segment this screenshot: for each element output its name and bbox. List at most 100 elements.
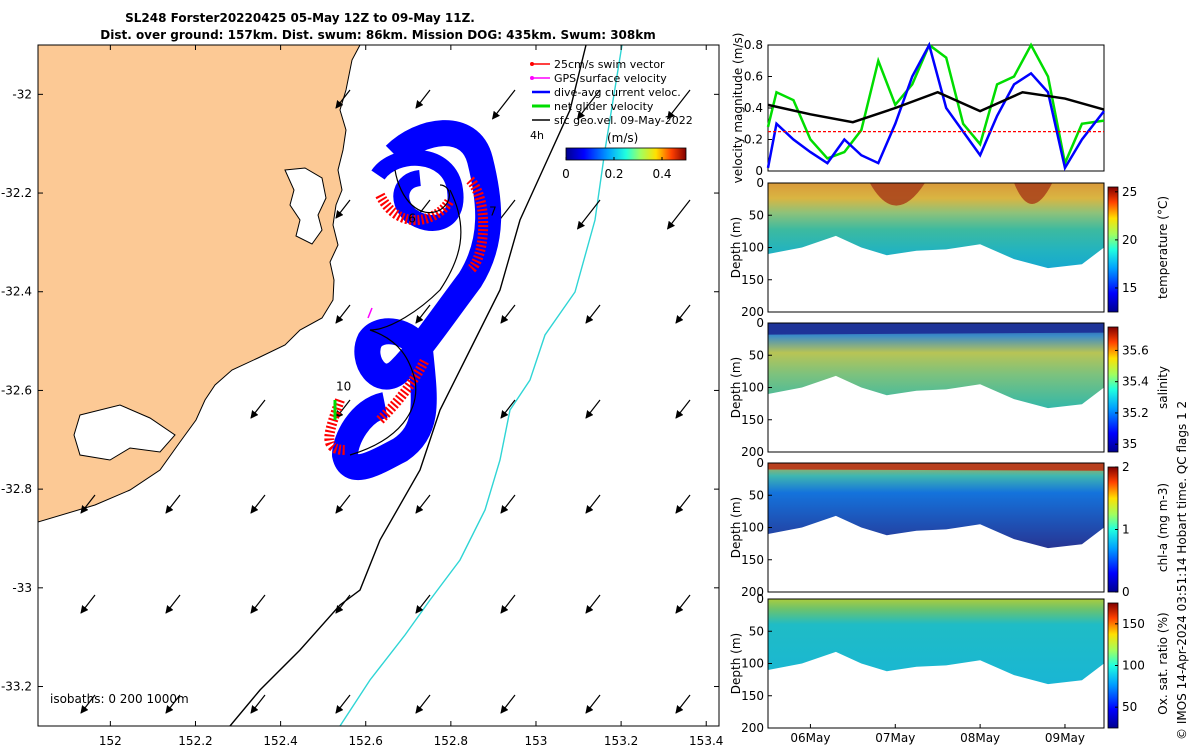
sfc-geo-velocity-arrows [80,89,691,714]
sfc-geo-arrow [666,199,691,230]
sfc-geo-arrow [576,89,601,120]
sfc-geo-arrow [250,694,266,714]
legend-swim-vector: 25cm/s swim vector [530,58,665,71]
credit-text: © IMOS 14-Apr-2024 03:51:14 Hobart time.… [1175,401,1189,740]
svg-text:sfc geo.vel. 09-May-2022: sfc geo.vel. 09-May-2022 [554,114,693,127]
legend-dive-avg-current: dive-avg current veloc. [532,86,681,99]
swim-vector-hatching [324,176,489,455]
map-x-tick-label: 152.8 [434,734,468,748]
sfc-geo-arrow [500,494,516,514]
velocity-panel: 0 0.2 0.4 0.6 0.8 velocity magnitude (m/s) [731,33,1105,184]
salinity-y-tick-label: 200 [741,445,764,459]
chla-colorbar-tick-label: 1 [1122,523,1130,537]
chart-title-line2: Dist. over ground: 157km. Dist. swum: 86… [100,28,656,42]
chla-y-tick-label: 150 [741,553,764,567]
colorbar-unit-label: (m/s) [607,131,638,145]
sfc-geo-arrow [335,399,351,419]
sfc-geo-arrow [585,494,601,514]
svg-text:GPS surface velocity: GPS surface velocity [554,72,667,85]
sfc-geo-arrow [500,399,516,419]
map-x-tick-label: 153 [525,734,548,748]
svg-text:dive-avg current veloc.: dive-avg current veloc. [554,86,681,99]
map-y-tick-label: -33 [12,581,32,595]
date-tick-label: 08May [960,731,1000,745]
isobath-1000m [339,45,623,726]
arrow-scale-label: 4h [530,129,544,142]
salinity-colorbar [1107,326,1119,453]
velocity-series-line-2 [767,90,1105,124]
chla-y-tick-label: 0 [756,456,764,470]
isobath-label: isobaths: 0 200 1000m [50,692,189,706]
map-x-tick-label: 152 [99,734,122,748]
sfc-geo-arrow [500,694,516,714]
chla-ylabel: Depth (m) [729,497,743,558]
map-x-tick-label: 152.6 [349,734,383,748]
day-label-7: 7 [489,204,497,218]
legend-gps-velocity: GPS surface velocity [530,72,667,85]
map-x-tick-label: 152.4 [263,734,297,748]
date-axis: 06May 07May 08May 09May [790,724,1085,745]
salinity-colorbar-tick-label: 35.6 [1122,343,1149,357]
temperature-y-tick-label: 0 [756,176,764,190]
sfc-geo-arrow [335,199,351,219]
map-y-tick-label: -32 [12,87,32,101]
speed-colorbar-ticks: 0 0.2 0.4 [562,157,672,181]
velocity-y-tick-label: 0.4 [744,101,763,115]
chla-surface-bloom [768,463,1104,471]
temperature-y-tick-label: 150 [741,273,764,287]
velocity-series-line-1 [766,41,1105,172]
oxygen-section-field [768,599,1104,685]
velocity-y-ticks: 0 0.2 0.4 0.6 0.8 [744,38,772,178]
oxygen-colorbar-tick-label: 50 [1122,700,1137,714]
oxygen-colorbar-label: Ox. sat. ratio (%) [1156,612,1170,714]
temperature-y-tick-label: 100 [741,241,764,255]
salinity-colorbar-tick-label: 35 [1122,437,1137,451]
velocity-y-tick-label: 0 [755,164,763,178]
temperature-warm-core-1 [869,183,925,206]
temperature-colorbar-tick-label: 20 [1122,233,1137,247]
sfc-geo-arrow [335,694,351,714]
sfc-geo-arrow [415,594,431,614]
sfc-geo-arrow [335,89,351,109]
velocity-y-tick-label: 0.6 [744,70,763,84]
svg-text:25cm/s swim vector: 25cm/s swim vector [554,58,665,71]
velocity-ylabel: velocity magnitude (m/s) [731,33,745,184]
gps-velocity-arrow [367,307,373,319]
sfc-geo-arrow [80,494,96,514]
sfc-geo-arrow [335,494,351,514]
map-y-tick-label: -33.2 [1,680,32,694]
chla-y-tick-label: 100 [741,521,764,535]
sfc-geo-arrow [491,89,516,120]
chla-section-field [768,463,1104,549]
oxygen-ylabel: Depth (m) [729,633,743,694]
temperature-colorbar-tick-label: 15 [1122,281,1137,295]
sfc-geo-arrow [80,694,96,714]
sfc-geo-arrow [80,594,96,614]
dive-avg-current-loop [371,149,464,231]
sfc-geo-arrow [500,594,516,614]
sfc-geo-arrow [415,694,431,714]
salinity-y-tick-label: 50 [749,348,764,362]
lake [73,404,176,461]
salinity-y-tick-label: 0 [756,316,764,330]
velocity-y-tick-label: 0.2 [744,133,763,147]
oxygen-colorbar-tick-label: 100 [1122,659,1145,673]
temperature-colorbar [1107,186,1119,313]
salinity-y-tick-label: 100 [741,381,764,395]
salinity-colorbar-label: salinity [1156,366,1170,409]
temperature-colorbar-label: temperature (°C) [1156,196,1170,299]
chla-colorbar-tick-label: 0 [1122,585,1130,599]
land [38,45,361,523]
sfc-geo-arrow [165,694,181,714]
sfc-geo-arrow [675,694,691,714]
salinity-y-tick-label: 150 [741,413,764,427]
colorbar-tick-label: 0.2 [604,167,623,181]
map-x-tick-label: 152.2 [178,734,212,748]
glider-track [324,120,502,480]
velocity-series [766,41,1105,172]
day-label-10: 10 [336,379,351,393]
map-frame [37,44,720,727]
sfc-geo-arrow [675,594,691,614]
salinity-colorbar-tick-label: 35.4 [1122,375,1149,389]
